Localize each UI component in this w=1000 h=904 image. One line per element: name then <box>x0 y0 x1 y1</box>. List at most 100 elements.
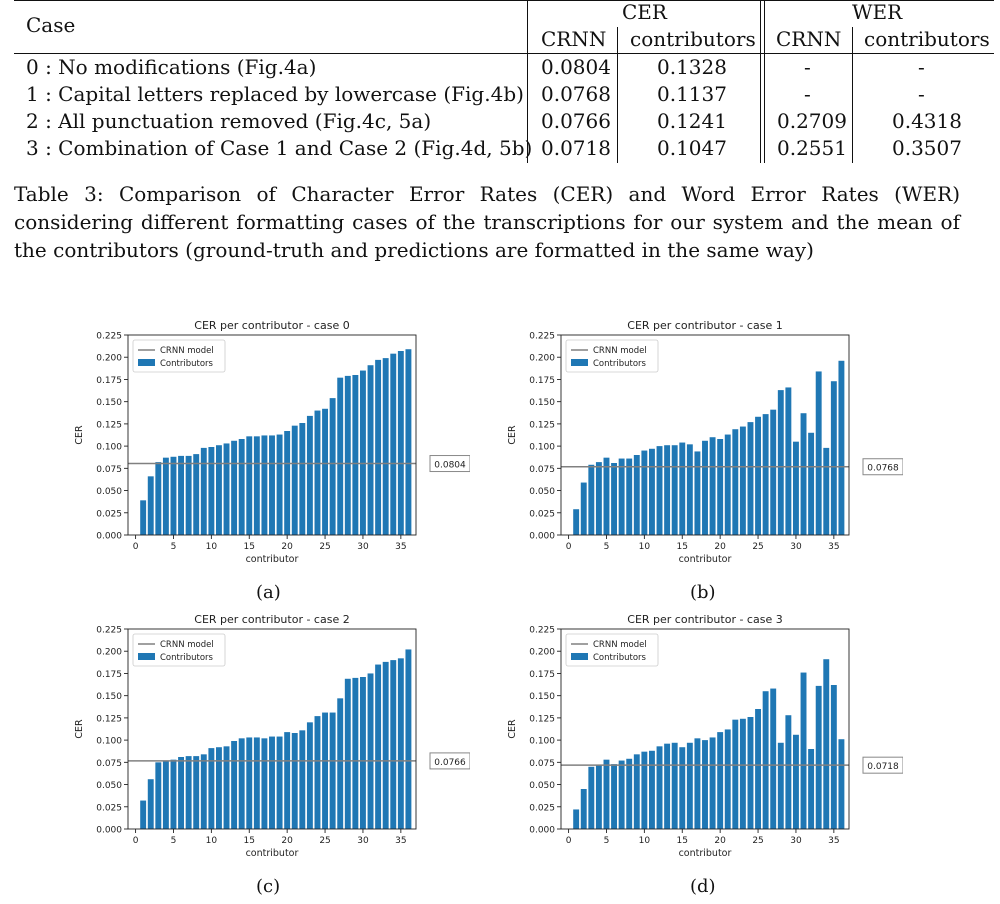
bar-contributor-35 <box>830 685 837 829</box>
y-tick-label: 0.075 <box>529 465 555 475</box>
legend-box <box>565 339 659 373</box>
bar-contributor-3 <box>588 464 595 535</box>
y-tick-label: 0.150 <box>96 398 122 408</box>
y-tick-label: 0.225 <box>529 332 555 342</box>
bar-contributor-14 <box>238 439 245 535</box>
x-tick-label: 30 <box>357 542 369 552</box>
legend-box <box>132 339 226 373</box>
x-tick-label: 30 <box>357 836 369 846</box>
bar-contributor-24 <box>747 422 754 535</box>
x-tick-label: 10 <box>639 542 651 552</box>
x-tick-label: 35 <box>395 836 406 846</box>
bar-contributor-16 <box>686 742 693 829</box>
legend-label-contributors: Contributors <box>593 359 647 369</box>
legend-label-contributors: Contributors <box>593 653 647 663</box>
legend-bar-swatch <box>571 359 588 366</box>
bar-contributor-8 <box>193 454 200 535</box>
bar-contributor-22 <box>732 719 739 829</box>
bar-contributor-27 <box>337 698 344 829</box>
bar-contributor-16 <box>253 436 260 535</box>
y-tick-label: 0.225 <box>96 626 122 636</box>
y-tick-label: 0.100 <box>96 443 122 453</box>
bar-contributor-7 <box>185 455 192 535</box>
y-tick-label: 0.225 <box>96 332 122 342</box>
y-tick-label: 0.075 <box>96 465 122 475</box>
x-tick-label: 15 <box>244 542 255 552</box>
bar-contributor-32 <box>375 359 382 535</box>
y-tick-label: 0.050 <box>96 781 122 791</box>
crnn-value-box <box>429 455 470 473</box>
chart-title: CER per contributor - case 2 <box>194 613 349 626</box>
x-tick-label: 25 <box>752 836 763 846</box>
bar-contributor-10 <box>208 748 215 829</box>
y-tick-label: 0.000 <box>529 532 555 542</box>
legend-bar-swatch <box>138 359 155 366</box>
bar-contributor-12 <box>223 443 230 535</box>
bar-contributor-4 <box>162 760 169 829</box>
x-tick-label: 10 <box>639 836 651 846</box>
row-2-cer-contrib: 0.1241 <box>657 109 727 133</box>
y-tick-label: 0.075 <box>529 759 555 769</box>
row-0-wer-contrib: - <box>918 55 925 79</box>
bar-contributor-27 <box>770 688 777 829</box>
y-tick-label: 0.225 <box>529 626 555 636</box>
x-tick-label: 35 <box>828 836 839 846</box>
y-tick-label: 0.125 <box>96 714 122 724</box>
bar-contributor-11 <box>648 448 655 535</box>
y-tick-label: 0.025 <box>96 509 122 519</box>
x-tick-label: 0 <box>133 542 139 552</box>
row-3-case: 3 : Combination of Case 1 and Case 2 (Fi… <box>26 136 533 160</box>
bar-contributor-18 <box>702 440 708 535</box>
bar-contributor-20 <box>284 732 291 829</box>
bar-contributor-34 <box>823 447 830 535</box>
y-tick-label: 0.200 <box>96 648 122 658</box>
bar-contributor-13 <box>231 741 238 829</box>
bar-contributor-2 <box>580 789 587 829</box>
x-tick-label: 20 <box>714 836 726 846</box>
table-vrule-3 <box>760 0 761 163</box>
x-tick-label: 5 <box>604 542 610 552</box>
bar-contributor-28 <box>777 742 784 829</box>
x-axis-label: contributor <box>679 848 732 859</box>
y-tick-label: 0.175 <box>529 376 555 386</box>
table-vrule-4 <box>764 0 765 163</box>
bar-contributor-29 <box>352 375 359 535</box>
y-tick-label: 0.050 <box>529 781 555 791</box>
bar-contributor-27 <box>770 409 777 535</box>
bar-contributor-13 <box>664 743 671 829</box>
y-tick-label: 0.000 <box>96 532 122 542</box>
bar-contributor-5 <box>170 456 177 535</box>
table-top-rule <box>14 0 994 1</box>
row-3-wer-crnn: 0.2551 <box>777 136 847 160</box>
plot-frame <box>560 628 850 830</box>
bar-contributor-21 <box>724 434 731 535</box>
legend-box <box>132 633 226 667</box>
bar-contributor-22 <box>732 429 739 535</box>
table-caption: Table 3: Comparison of Character Error R… <box>14 182 960 262</box>
y-tick-label: 0.025 <box>96 803 122 813</box>
bar-contributor-12 <box>656 746 663 829</box>
bar-contributor-11 <box>648 750 655 829</box>
bar-contributor-4 <box>595 765 602 829</box>
y-tick-label: 0.175 <box>96 670 122 680</box>
row-0-cer-crnn: 0.0804 <box>541 55 611 79</box>
bar-contributor-32 <box>375 664 382 829</box>
bar-contributor-25 <box>322 408 329 535</box>
chart-case-3: CER per contributor - case 3 0.0718 0.000 0… <box>507 613 903 859</box>
crnn-value-box <box>862 756 903 774</box>
bar-contributor-23 <box>306 415 313 535</box>
bar-contributor-6 <box>611 764 618 829</box>
y-tick-label: 0.200 <box>96 354 122 364</box>
bar-contributor-14 <box>671 742 678 829</box>
y-tick-label: 0.000 <box>529 826 555 836</box>
bar-contributor-11 <box>215 445 222 535</box>
bar-contributor-6 <box>178 757 185 829</box>
bar-contributor-34 <box>390 660 397 829</box>
bar-contributor-14 <box>238 738 245 829</box>
x-tick-label: 35 <box>828 542 839 552</box>
y-axis-label: CER <box>74 719 85 739</box>
bar-contributor-8 <box>626 458 633 535</box>
chart-case-1: CER per contributor - case 1 0.0768 0.000 0… <box>507 319 903 565</box>
bar-contributor-33 <box>382 661 389 829</box>
y-tick-label: 0.175 <box>529 670 555 680</box>
